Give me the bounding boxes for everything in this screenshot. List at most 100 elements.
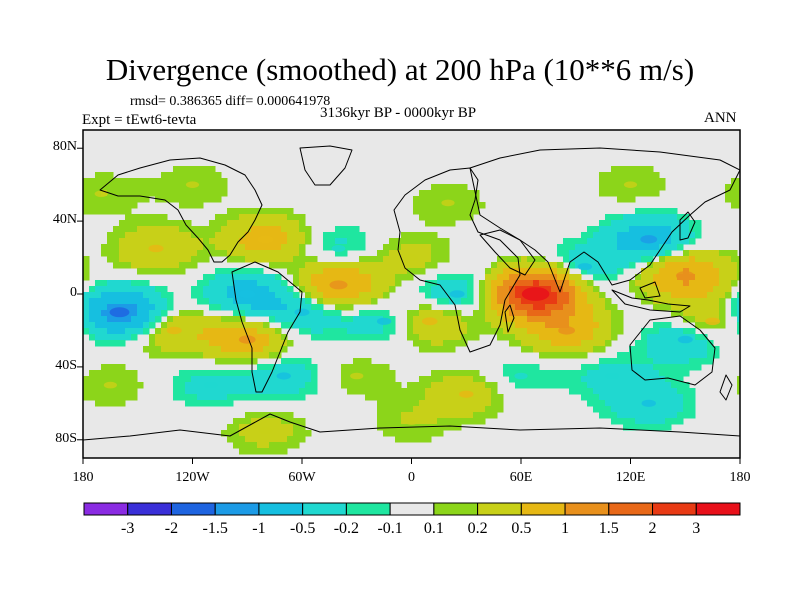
field-cell xyxy=(149,298,156,305)
field-cell xyxy=(395,256,402,263)
field-cell xyxy=(143,226,150,233)
field-cell xyxy=(161,184,168,191)
field-cell xyxy=(611,220,618,227)
field-cell xyxy=(641,220,648,227)
field-cell xyxy=(653,334,660,341)
field-cell xyxy=(587,268,594,275)
field-cell xyxy=(137,244,144,251)
field-cell xyxy=(677,256,684,263)
field-cell xyxy=(341,238,348,245)
field-cell xyxy=(665,298,672,305)
coast-asia xyxy=(469,147,740,293)
field-cell xyxy=(335,322,342,329)
field-cell xyxy=(179,202,186,209)
field-cell xyxy=(437,382,444,389)
field-cell xyxy=(671,268,678,275)
field-cell xyxy=(695,340,702,347)
field-cell xyxy=(599,406,606,413)
field-cell xyxy=(245,412,252,419)
field-cell xyxy=(215,232,222,239)
field-cell xyxy=(83,328,90,335)
field-cell xyxy=(95,382,102,389)
field-cell xyxy=(143,310,150,317)
field-cell xyxy=(143,238,150,245)
field-cell xyxy=(119,328,126,335)
field-cell xyxy=(665,268,672,275)
field-cell xyxy=(635,370,642,377)
field-cell xyxy=(461,316,468,323)
field-cell xyxy=(347,364,354,371)
field-cell xyxy=(545,286,552,293)
field-cell xyxy=(365,370,372,377)
field-cell xyxy=(293,394,300,401)
field-cell xyxy=(617,382,624,389)
field-cell xyxy=(179,334,186,341)
field-cell xyxy=(719,316,726,323)
field-cell xyxy=(263,322,270,329)
field-cell xyxy=(257,376,264,383)
field-cell xyxy=(425,418,432,425)
field-cell xyxy=(515,340,522,347)
field-cell xyxy=(677,214,684,221)
field-cell xyxy=(659,268,666,275)
field-cell xyxy=(101,178,108,185)
field-cell xyxy=(473,406,480,413)
field-cell xyxy=(149,286,156,293)
field-cell xyxy=(593,334,600,341)
field-cell xyxy=(629,286,636,293)
field-cell xyxy=(155,268,162,275)
field-cell xyxy=(659,286,666,293)
field-cell xyxy=(653,178,660,185)
field-cell xyxy=(245,304,252,311)
field-cell xyxy=(425,400,432,407)
field-cell xyxy=(437,274,444,281)
field-cell xyxy=(191,382,198,389)
field-cell xyxy=(125,316,132,323)
field-cell xyxy=(347,328,354,335)
field-cell xyxy=(131,304,138,311)
field-cell xyxy=(461,412,468,419)
field-cell xyxy=(473,370,480,377)
field-cell xyxy=(119,202,126,209)
field-cell xyxy=(587,256,594,263)
field-cell xyxy=(227,430,234,437)
field-cell xyxy=(491,286,498,293)
field-cell xyxy=(125,262,132,269)
field-cell xyxy=(419,376,426,383)
field-cell xyxy=(101,316,108,323)
field-cell xyxy=(647,214,654,221)
field-cell xyxy=(383,262,390,269)
field-cell xyxy=(719,280,726,287)
field-cell xyxy=(257,256,264,263)
field-cell xyxy=(449,220,456,227)
field-cell xyxy=(413,202,420,209)
coast-europe-africa xyxy=(393,167,521,353)
field-cell xyxy=(593,238,600,245)
field-cell xyxy=(215,292,222,299)
field-cell xyxy=(695,274,702,281)
field-cell xyxy=(455,328,462,335)
field-cell xyxy=(431,340,438,347)
field-cell xyxy=(419,334,426,341)
field-cell xyxy=(437,346,444,353)
field-cell xyxy=(527,274,534,281)
field-cell xyxy=(503,274,510,281)
field-cell xyxy=(203,184,210,191)
field-cell xyxy=(671,256,678,263)
field-cell xyxy=(131,256,138,263)
field-cell xyxy=(131,370,138,377)
field-cell xyxy=(203,376,210,383)
field-cell xyxy=(623,424,630,431)
field-cell xyxy=(209,250,216,257)
field-cell xyxy=(449,412,456,419)
field-cell xyxy=(689,310,696,317)
field-cell xyxy=(443,214,450,221)
field-cell xyxy=(593,286,600,293)
field-cell xyxy=(503,334,510,341)
field-cell xyxy=(599,220,606,227)
field-cell xyxy=(473,202,480,209)
field-cell xyxy=(437,220,444,227)
field-cell xyxy=(653,406,660,413)
field-cell xyxy=(221,280,228,287)
field-cell xyxy=(377,382,384,389)
